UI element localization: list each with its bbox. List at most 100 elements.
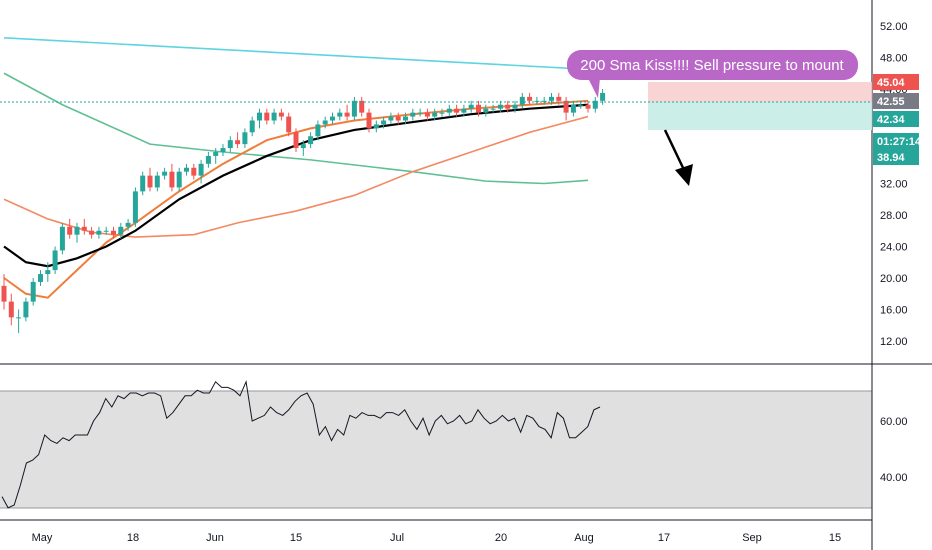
price-axis-badge: 42.55 <box>873 93 919 109</box>
price-tick-label: 32.00 <box>880 179 908 191</box>
candle <box>322 116 328 129</box>
time-tick-label: 20 <box>495 532 507 544</box>
target-zone[interactable] <box>648 102 872 130</box>
callout-text: 200 Sma Kiss!!!! Sell pressure to mount <box>580 57 844 74</box>
annotation-callout[interactable]: 200 Sma Kiss!!!! Sell pressure to mount <box>567 50 858 98</box>
ma-line <box>3 37 589 71</box>
price-tick-label: 52.00 <box>880 21 908 33</box>
ma-line <box>3 72 589 185</box>
down-arrow-icon[interactable] <box>663 129 693 186</box>
candle <box>403 112 408 125</box>
price-axis-labels: 45.04 42.55 42.34 01:27:14 38.94 <box>873 74 922 165</box>
candle <box>585 100 591 113</box>
candle <box>359 96 365 117</box>
candle <box>308 132 314 149</box>
candle <box>446 104 452 117</box>
price-tick-label: 16.00 <box>880 305 908 317</box>
candle <box>89 226 95 239</box>
candle <box>315 120 321 141</box>
candle <box>556 92 562 105</box>
candle <box>213 148 219 164</box>
candle <box>527 92 533 105</box>
time-tick-label: Jun <box>206 532 224 544</box>
candle <box>81 218 87 235</box>
candle <box>271 108 277 125</box>
candle <box>45 262 51 282</box>
candle <box>59 222 65 255</box>
price-tick-label: 28.00 <box>880 210 908 222</box>
candle <box>220 144 226 156</box>
candle <box>235 132 241 149</box>
candle <box>140 171 146 196</box>
candle <box>490 104 496 113</box>
candle <box>497 100 503 113</box>
candle <box>162 167 168 180</box>
candle <box>592 96 598 113</box>
callout-bubble <box>567 50 858 80</box>
candle <box>417 108 423 117</box>
candle <box>118 222 124 239</box>
candle <box>505 100 511 113</box>
price-axis-badge: 38.94 <box>873 149 919 165</box>
candle <box>176 167 182 192</box>
price-tick-label: 12.00 <box>880 336 908 348</box>
candle <box>388 112 394 125</box>
time-tick-label: 15 <box>829 532 841 544</box>
candle <box>249 116 255 137</box>
candle <box>184 163 189 176</box>
candle <box>23 297 29 322</box>
rsi-line <box>1 380 601 509</box>
candle <box>74 222 80 243</box>
rsi-tick-label: 60.00 <box>880 416 908 428</box>
time-tick-label: May <box>32 532 53 544</box>
candle <box>570 100 576 117</box>
price-axis-badge: 01:27:14 <box>873 133 922 149</box>
price-tick-label: 20.00 <box>880 273 908 285</box>
candle <box>227 136 233 152</box>
time-axis-ticks: May 18 Jun 15 Jul 20 Aug 17 Sep 15 <box>32 532 842 544</box>
candle <box>96 226 102 239</box>
candle <box>38 270 43 286</box>
time-tick-label: Aug <box>574 532 594 544</box>
candle <box>461 104 467 117</box>
candle <box>512 100 518 113</box>
price-axis-badge: 45.04 <box>873 74 919 90</box>
candle <box>154 171 160 192</box>
candles <box>1 89 606 334</box>
candle <box>563 96 569 121</box>
candle <box>366 108 372 133</box>
candle <box>8 293 14 326</box>
candle <box>30 278 36 306</box>
time-tick-label: Jul <box>390 532 404 544</box>
stop-zone[interactable] <box>648 82 872 102</box>
candle <box>381 116 387 129</box>
price-badge-text: 42.55 <box>877 96 905 108</box>
candle <box>67 218 73 239</box>
candle <box>147 167 153 192</box>
candle <box>169 163 175 192</box>
candle <box>293 128 299 152</box>
candle <box>476 100 481 117</box>
candle <box>330 112 335 125</box>
candle <box>541 96 547 105</box>
candle <box>351 96 357 121</box>
time-tick-label: 17 <box>658 532 670 544</box>
rsi-band <box>0 391 872 508</box>
candle <box>432 108 438 121</box>
candle <box>111 226 116 239</box>
candle <box>439 108 445 117</box>
price-badge-text: 42.34 <box>877 114 905 126</box>
candle <box>344 104 350 121</box>
candle <box>300 140 306 156</box>
candle <box>205 152 211 168</box>
candle <box>337 108 343 121</box>
price-badge-text: 38.94 <box>877 152 905 164</box>
candle <box>519 92 525 109</box>
candle <box>278 108 284 121</box>
candle <box>286 112 292 137</box>
candle <box>52 246 58 275</box>
price-badge-text: 45.04 <box>877 77 905 89</box>
candle <box>395 112 401 125</box>
candle <box>454 104 460 117</box>
candle <box>549 92 554 105</box>
